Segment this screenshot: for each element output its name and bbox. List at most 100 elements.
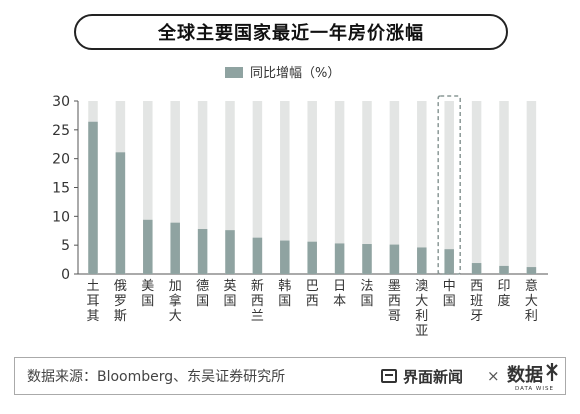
x-tick-label-char: 班 bbox=[470, 294, 483, 309]
x-tick-label-char: 大 bbox=[525, 294, 538, 309]
x-tick-label-char: 斯 bbox=[114, 309, 127, 324]
bar-track bbox=[307, 101, 317, 274]
x-tick-label-char: 耳 bbox=[86, 294, 99, 309]
x-tick-label-char: 度 bbox=[497, 293, 510, 309]
bar bbox=[280, 240, 290, 274]
source-text: 数据来源：Bloomberg、东吴证券研究所 bbox=[27, 369, 286, 385]
bar-track bbox=[197, 101, 208, 274]
datawise-logo-sub: DATA WISE bbox=[515, 386, 554, 392]
bar bbox=[334, 243, 345, 274]
x-tick-label-char: 本 bbox=[333, 294, 346, 309]
x-tick-label-char: 澳 bbox=[415, 278, 428, 294]
x-tick-label-char: 德 bbox=[196, 279, 209, 294]
times-sign: × bbox=[487, 367, 500, 385]
x-tick-label-char: 大 bbox=[169, 309, 182, 324]
bar-track bbox=[280, 101, 290, 274]
bars bbox=[88, 95, 537, 275]
x-tick-label-char: 罗 bbox=[114, 294, 127, 309]
bar bbox=[499, 265, 509, 274]
y-tick-label: 25 bbox=[52, 123, 70, 139]
brand-name: 界面新闻 bbox=[403, 367, 464, 386]
x-tick-label-char: 韩 bbox=[278, 279, 291, 294]
x-axis-labels: 土耳其俄罗斯美国加拿大德国英国新西兰韩国巴西日本法国墨西哥澳大利亚中国西班牙印度… bbox=[86, 278, 537, 339]
x-tick-label-char: 利 bbox=[415, 309, 428, 324]
x-tick-label-char: 中 bbox=[443, 279, 456, 294]
x-tick-label-char: 其 bbox=[86, 309, 99, 324]
bar bbox=[307, 241, 317, 274]
x-tick-label-char: 拿 bbox=[169, 293, 182, 309]
x-tick-label-char: 西 bbox=[470, 279, 483, 294]
x-tick-label-char: 新 bbox=[251, 278, 264, 294]
jiemian-logo-icon bbox=[381, 369, 397, 383]
x-tick-label-char: 土 bbox=[86, 279, 99, 294]
bar bbox=[197, 229, 208, 274]
bar-track bbox=[526, 101, 537, 274]
bar bbox=[143, 219, 153, 274]
x-tick-label-char: 日 bbox=[333, 279, 346, 294]
legend: 同比增幅（%） bbox=[225, 66, 340, 81]
x-tick-label-char: 国 bbox=[360, 294, 373, 309]
bar bbox=[471, 263, 482, 274]
bar-track bbox=[499, 101, 509, 274]
y-tick-label: 30 bbox=[52, 94, 70, 110]
bar bbox=[417, 247, 427, 274]
bar-track bbox=[225, 101, 235, 274]
bar bbox=[362, 244, 372, 274]
x-tick-label-char: 印 bbox=[497, 279, 510, 294]
x-tick-label-char: 加 bbox=[169, 279, 182, 294]
bar bbox=[444, 249, 454, 274]
x-tick-label-char: 英 bbox=[223, 279, 236, 294]
x-tick-label-char: 利 bbox=[525, 309, 538, 324]
datawise-logo-text: 数据 bbox=[507, 364, 543, 386]
bar-track bbox=[252, 101, 263, 274]
x-tick-label-char: 国 bbox=[443, 294, 456, 309]
y-tick-label: 5 bbox=[61, 238, 70, 254]
bar bbox=[115, 152, 126, 274]
highlight-box bbox=[437, 95, 461, 275]
bar bbox=[88, 121, 98, 274]
bar-track bbox=[362, 101, 372, 274]
x-tick-label-char: 西 bbox=[251, 294, 264, 309]
brand: 界面新闻 bbox=[381, 366, 463, 387]
bar bbox=[526, 267, 537, 274]
legend-label: 同比增幅（%） bbox=[250, 66, 340, 81]
bar-track bbox=[471, 101, 482, 274]
x-tick-label-char: 国 bbox=[141, 294, 154, 309]
x-tick-label-char: 兰 bbox=[251, 309, 264, 324]
y-tick-label: 10 bbox=[52, 209, 70, 225]
x-tick-label-char: 巴 bbox=[306, 279, 319, 294]
x-tick-label-char: 亚 bbox=[415, 324, 428, 339]
x-tick-label-char: 牙 bbox=[470, 309, 483, 324]
datawise-logo: 数据 DATA WISE bbox=[507, 363, 558, 392]
bar-track bbox=[334, 101, 345, 274]
bar-track bbox=[417, 101, 427, 274]
x-tick-label-char: 哥 bbox=[388, 309, 401, 324]
x-tick-label-char: 国 bbox=[196, 294, 209, 309]
y-tick-label: 20 bbox=[52, 152, 70, 168]
bar bbox=[252, 237, 263, 274]
bar bbox=[170, 222, 180, 274]
bar bbox=[389, 244, 400, 274]
bar bbox=[225, 230, 235, 274]
bar-track bbox=[389, 101, 400, 274]
x-tick-label-char: 大 bbox=[415, 294, 428, 309]
bar-track bbox=[170, 101, 180, 274]
x-tick-label-char: 法 bbox=[360, 279, 373, 294]
bar-track bbox=[143, 101, 153, 274]
x-tick-label-char: 国 bbox=[278, 294, 291, 309]
bar-track bbox=[444, 101, 454, 274]
y-tick-label: 0 bbox=[61, 267, 70, 283]
legend-swatch bbox=[225, 67, 243, 78]
x-tick-label-char: 意 bbox=[525, 278, 538, 294]
x-tick-label-char: 墨 bbox=[388, 279, 401, 294]
x-tick-label-char: 国 bbox=[223, 294, 236, 309]
y-axis: 0 5 10 15 20 25 30 bbox=[52, 94, 548, 283]
chart-title: 全球主要国家最近一年房价涨幅 bbox=[74, 14, 508, 50]
x-tick-label-char: 俄 bbox=[114, 279, 127, 294]
footer: 数据来源：Bloomberg、东吴证券研究所 界面新闻 × 数据 DATA WI… bbox=[14, 357, 566, 395]
x-tick-label-char: 西 bbox=[388, 294, 401, 309]
x-tick-label-char: 西 bbox=[306, 294, 319, 309]
y-tick-label: 15 bbox=[52, 181, 70, 197]
x-tick-label-char: 美 bbox=[141, 279, 154, 294]
